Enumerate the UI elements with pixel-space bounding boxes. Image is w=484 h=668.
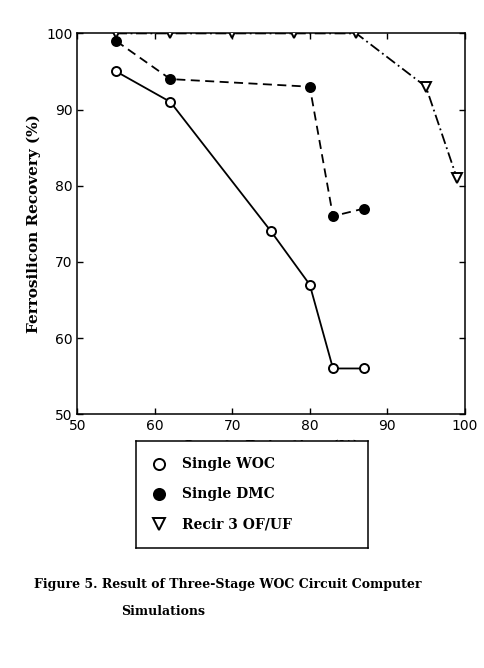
Text: Single DMC: Single DMC — [182, 488, 275, 501]
Text: Single WOC: Single WOC — [182, 458, 275, 472]
X-axis label: Quartz Rejection (%): Quartz Rejection (%) — [182, 440, 360, 454]
Text: Simulations: Simulations — [121, 605, 205, 617]
Text: Figure 5. Result of Three-Stage WOC Circuit Computer: Figure 5. Result of Three-Stage WOC Circ… — [34, 578, 422, 591]
Y-axis label: Ferrosilicon Recovery (%): Ferrosilicon Recovery (%) — [26, 114, 41, 333]
Text: Recir 3 OF/UF: Recir 3 OF/UF — [182, 517, 292, 531]
